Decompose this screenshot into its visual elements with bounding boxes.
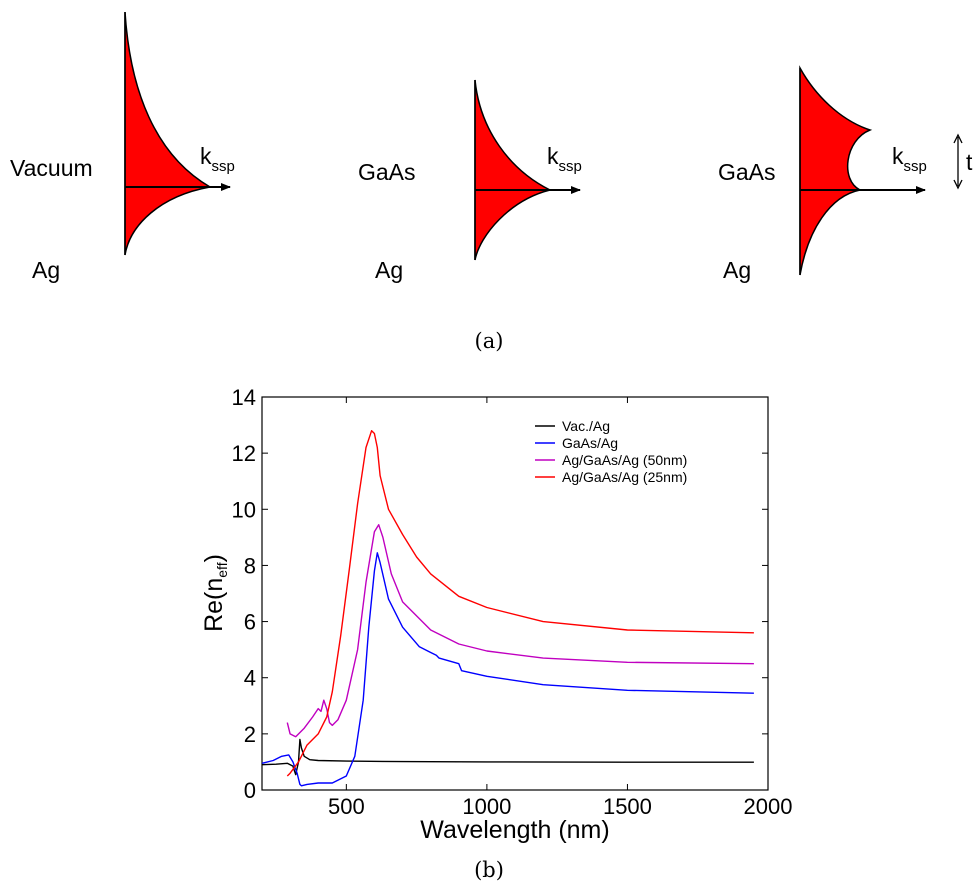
legend-entry: Ag/GaAs/Ag (50nm) <box>562 452 687 468</box>
y-axis-label: Re(neff) <box>200 554 230 632</box>
field-profile-fill <box>124 11 213 256</box>
y-axis: 0 2 4 6 8 10 12 14 <box>232 385 768 803</box>
panel-a-caption: (a) <box>475 329 504 353</box>
upper-medium-label: GaAs <box>718 159 776 185</box>
lower-medium-label: Ag <box>723 257 751 283</box>
plot-area <box>261 396 769 791</box>
lower-medium-label: Ag <box>32 257 60 283</box>
x-tick-label: 500 <box>328 794 365 819</box>
field-diagram-gaas-ag: GaAs Ag kssp <box>358 79 582 283</box>
panel-b-chart: 0 2 4 6 8 10 12 14 500 1000 1500 2000 Vac./AgGaAs/… <box>200 385 792 882</box>
x-axis-label: Wavelength (nm) <box>420 816 609 844</box>
lower-medium-label: Ag <box>375 257 403 283</box>
legend-entry: Ag/GaAs/Ag (25nm) <box>562 469 687 485</box>
upper-medium-label: GaAs <box>358 159 416 185</box>
field-diagram-vacuum-ag: Vacuum Ag kssp <box>10 11 235 283</box>
y-tick-label: 2 <box>244 722 256 747</box>
k-ssp-label: kssp <box>547 143 582 175</box>
legend-entry: Vac./Ag <box>562 418 610 434</box>
y-tick-label: 12 <box>232 441 256 466</box>
field-diagram-ag-gaas-ag: GaAs Ag kssp t <box>718 65 973 283</box>
x-tick-label: 2000 <box>744 794 793 819</box>
legend-entry: GaAs/Ag <box>562 435 618 451</box>
thickness-label: t <box>966 149 973 175</box>
y-tick-label: 10 <box>232 497 256 522</box>
y-tick-label: 0 <box>244 778 256 803</box>
series-line-ag-gaas-ag-50nm <box>286 524 754 738</box>
field-profile-fill <box>474 79 553 261</box>
y-tick-label: 14 <box>232 385 256 410</box>
upper-medium-label: Vacuum <box>10 155 93 181</box>
panel-a: Vacuum Ag kssp GaAs Ag kssp GaAs Ag kssp <box>10 11 973 353</box>
series-line-ag-gaas-ag-25nm <box>286 430 754 777</box>
series-lines <box>261 430 754 787</box>
y-tick-label: 6 <box>244 610 256 635</box>
x-tick-label: 1500 <box>603 794 652 819</box>
x-tick-label: 1000 <box>462 794 511 819</box>
x-axis: 500 1000 1500 2000 <box>328 397 793 819</box>
k-ssp-label: kssp <box>200 143 235 175</box>
y-tick-label: 8 <box>244 553 256 578</box>
field-profile-fill <box>799 65 873 276</box>
panel-b-caption: (b) <box>474 858 504 882</box>
y-tick-label: 4 <box>244 666 256 691</box>
series-line-gaas-ag <box>261 552 754 787</box>
thickness-indicator: t <box>953 133 973 190</box>
k-ssp-label: kssp <box>892 143 927 175</box>
